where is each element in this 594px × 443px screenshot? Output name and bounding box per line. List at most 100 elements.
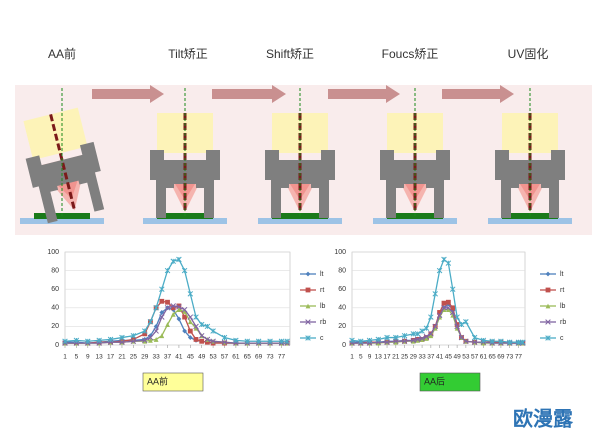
x-tick-label: 17 xyxy=(107,354,115,361)
y-tick-label: 60 xyxy=(51,286,59,293)
x-tick-label: 29 xyxy=(141,354,149,361)
x-tick-label: 69 xyxy=(255,354,263,361)
marker xyxy=(436,267,443,274)
marker xyxy=(432,323,438,330)
marker xyxy=(153,328,159,334)
arrow xyxy=(212,85,286,103)
marker xyxy=(545,319,551,325)
marker xyxy=(458,334,465,341)
x-tick-label: 65 xyxy=(489,354,497,361)
marker xyxy=(164,305,171,311)
stage-label: Shift矫正 xyxy=(266,46,314,61)
marker xyxy=(130,332,137,339)
x-tick-label: 37 xyxy=(427,354,435,361)
marker xyxy=(449,286,456,292)
marker xyxy=(445,305,452,311)
x-tick-label: 5 xyxy=(75,354,79,361)
arrow xyxy=(328,85,400,103)
marker xyxy=(432,291,438,297)
x-tick-label: 41 xyxy=(436,354,444,361)
marker xyxy=(393,339,399,345)
x-tick-label: 5 xyxy=(359,354,363,361)
x-tick-label: 25 xyxy=(401,354,409,361)
x-tick-label: 65 xyxy=(244,354,252,361)
marker xyxy=(441,305,447,311)
marker xyxy=(506,339,513,345)
plot-area xyxy=(351,251,526,346)
marker xyxy=(445,260,452,266)
x-tick-label: 69 xyxy=(497,354,505,361)
marker xyxy=(159,298,165,304)
x-tick-label: 37 xyxy=(164,354,172,361)
x-tick-label: 13 xyxy=(375,354,383,361)
legend-label: c xyxy=(320,335,324,342)
marker xyxy=(471,339,478,345)
marker xyxy=(164,267,171,274)
marker xyxy=(182,328,188,334)
marker xyxy=(480,340,486,346)
marker xyxy=(62,338,68,345)
legend-label: lt xyxy=(320,271,324,278)
marker xyxy=(428,333,434,339)
x-tick-label: 53 xyxy=(209,354,217,361)
marker xyxy=(480,337,487,344)
marker xyxy=(165,322,170,327)
x-tick-label: 57 xyxy=(471,354,479,361)
marker xyxy=(401,338,408,345)
marker xyxy=(414,331,421,337)
marker xyxy=(159,314,165,320)
marker xyxy=(147,318,154,325)
marker xyxy=(375,336,382,343)
marker xyxy=(142,331,148,337)
marker xyxy=(205,339,210,345)
x-tick-label: 25 xyxy=(130,354,138,361)
marker xyxy=(458,321,465,328)
marker xyxy=(159,310,165,315)
x-tick-label: 9 xyxy=(86,354,90,361)
marker xyxy=(181,267,188,274)
marker xyxy=(454,323,460,330)
marker xyxy=(170,311,176,317)
y-tick-label: 80 xyxy=(338,267,346,274)
marker xyxy=(199,338,205,344)
marker xyxy=(267,338,273,345)
x-tick-label: 21 xyxy=(392,354,400,361)
legend-label: lb xyxy=(320,303,326,310)
marker xyxy=(204,336,211,343)
legend-label: rb xyxy=(320,319,326,326)
marker xyxy=(545,271,551,277)
marker xyxy=(119,339,125,345)
marker xyxy=(545,287,551,293)
marker xyxy=(153,337,159,342)
marker xyxy=(424,336,429,341)
x-tick-label: 33 xyxy=(153,354,161,361)
y-tick-label: 100 xyxy=(47,249,59,256)
x-tick-label: 45 xyxy=(445,354,453,361)
marker xyxy=(119,334,125,341)
x-tick-label: 73 xyxy=(266,354,274,361)
x-tick-label: 29 xyxy=(410,354,418,361)
marker xyxy=(445,299,451,305)
marker xyxy=(148,337,153,343)
lens-diagram xyxy=(143,88,227,224)
marker xyxy=(489,338,495,345)
marker xyxy=(170,258,176,265)
marker xyxy=(130,338,137,345)
marker xyxy=(305,271,311,277)
legend-label: lb xyxy=(560,303,566,310)
holder xyxy=(25,141,105,224)
marker xyxy=(182,309,188,314)
marker xyxy=(187,328,193,334)
marker xyxy=(176,303,182,309)
arrow xyxy=(442,85,514,103)
legend-label: rt xyxy=(560,287,564,294)
marker xyxy=(193,323,199,330)
marker xyxy=(182,314,188,320)
marker xyxy=(428,314,434,320)
marker xyxy=(204,323,211,330)
marker xyxy=(181,306,188,313)
marker xyxy=(384,334,390,341)
marker xyxy=(96,337,102,344)
marker xyxy=(358,338,364,345)
lens-diagram xyxy=(373,88,457,224)
